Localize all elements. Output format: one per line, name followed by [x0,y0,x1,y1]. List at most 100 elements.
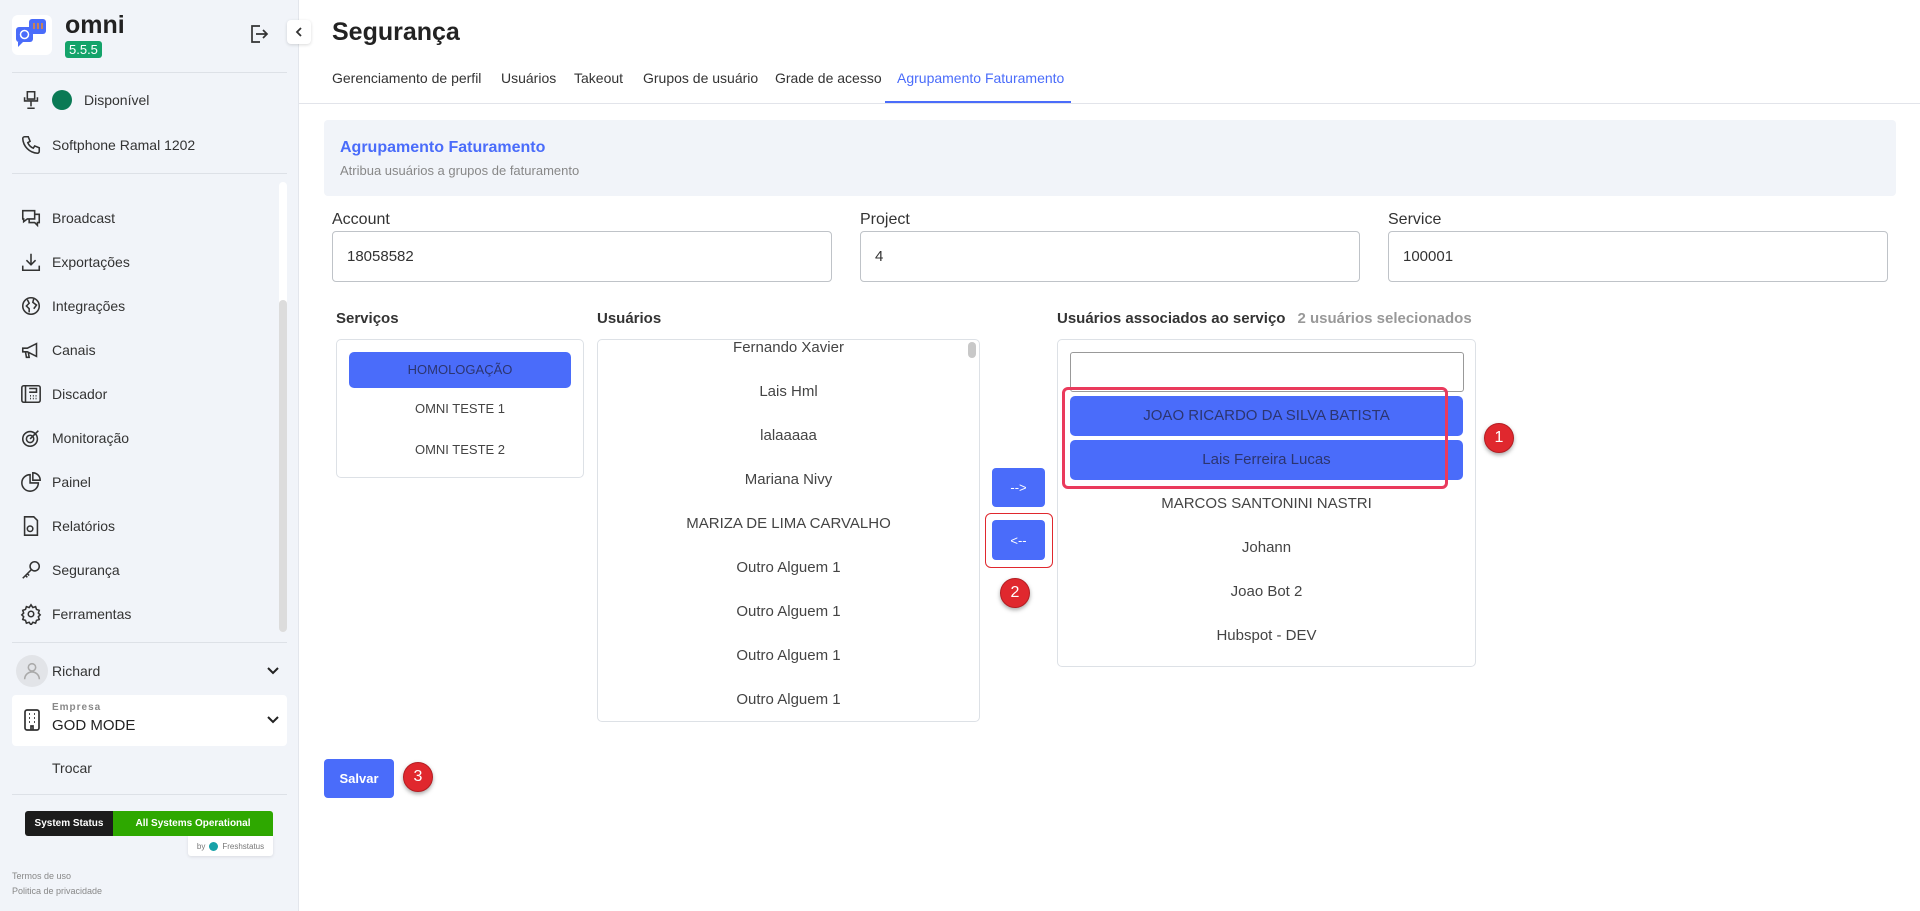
section-header: Agrupamento Faturamento Atribua usuários… [324,120,1896,196]
pie-chart-icon [21,472,41,492]
gear-icon [20,603,42,625]
sidebar-item-canais[interactable]: Canais [20,335,96,365]
building-icon [24,709,40,731]
system-status-widget[interactable]: System Status All Systems Operational [25,811,273,836]
tab-4[interactable]: Grade de acesso [775,70,882,86]
sidebar-item-integracoes[interactable]: Integrações [20,291,125,321]
services-label: Serviços [336,310,399,327]
save-button[interactable]: Salvar [324,759,394,798]
associated-user-item[interactable]: Joao Bot 2 [1230,583,1303,600]
company-caption: Empresa [52,702,102,713]
project-input[interactable] [860,231,1360,282]
sidebar-item-exportacoes[interactable]: Exportações [20,247,130,277]
project-label: Project [860,211,910,228]
logout-icon[interactable] [246,22,270,46]
move-right-button[interactable]: --> [992,468,1045,507]
highlight-box [1062,387,1448,489]
tab-2[interactable]: Takeout [574,70,624,86]
service-item[interactable]: OMNI TESTE 1 [414,401,506,416]
chevron-down-icon[interactable] [266,713,280,727]
tab-3[interactable]: Grupos de usuário [643,70,759,86]
associated-label: Usuários associados ao serviço [1057,310,1286,327]
scrollbar-thumb[interactable] [279,300,287,632]
sidebar-item-seguranca[interactable]: Segurança [20,555,120,585]
section-title: Agrupamento Faturamento [340,139,546,156]
softphone-label: Softphone Ramal 1202 [52,137,196,153]
associated-user-item[interactable]: MARCOS SANTONINI NASTRI [1161,495,1372,512]
company-selector[interactable]: Empresa GOD MODE [12,695,287,746]
user-item[interactable]: Outro Alguem 1 [736,691,841,708]
switch-company-link[interactable]: Trocar [52,760,92,776]
tab-1[interactable]: Usuários [501,70,557,86]
section-subtitle: Atribua usuários a grupos de faturamento [340,163,580,178]
sidebar-scrollbar[interactable] [279,182,287,632]
move-left-button[interactable]: <-- [992,520,1045,560]
user-item[interactable]: lalaaaaa [760,427,817,444]
service-item[interactable]: OMNI TESTE 2 [414,442,506,457]
sidebar-item-ferramentas[interactable]: Ferramentas [20,599,131,629]
sidebar-item-label: Segurança [52,562,120,578]
sidebar-item-label: Painel [52,474,91,490]
sidebar-item-label: Discador [52,386,108,402]
company-name: GOD MODE [52,717,136,734]
terms-link[interactable]: Termos de uso [12,871,72,881]
chair-icon [23,90,39,110]
highlight-box [985,513,1053,568]
phone-icon [21,135,41,155]
user-item[interactable]: Mariana Nivy [744,471,833,488]
user-item[interactable]: Lais Hml [759,383,818,400]
sidebar-item-label: Monitoração [52,430,130,446]
service-label: Service [1388,211,1442,228]
sidebar-item-broadcast[interactable]: Broadcast [20,203,115,233]
privacy-link[interactable]: Politica de privacidade [12,886,103,896]
system-status-label: System Status [25,811,113,836]
app-logo [12,15,52,55]
availability-status[interactable]: Disponível [20,85,149,115]
softphone-item[interactable]: Softphone Ramal 1202 [20,130,195,160]
annotation-marker: 2 [1000,578,1030,608]
user-item[interactable]: Fernando Xavier [733,339,844,356]
desk-phone-icon [21,384,41,404]
divider [12,794,287,795]
freshstatus-logo-icon [209,841,219,851]
account-input[interactable] [332,231,832,282]
associated-search-input[interactable] [1070,352,1464,392]
status-label: Disponível [84,92,150,108]
user-item[interactable]: Outro Alguem 1 [736,559,841,576]
key-icon [22,560,41,579]
chevron-down-icon[interactable] [266,664,280,678]
user-menu[interactable]: Richard [16,655,100,687]
sidebar-item-label: Integrações [52,298,126,314]
service-input[interactable] [1388,231,1888,282]
target-icon [21,430,39,448]
sidebar-item-discador[interactable]: Discador [20,379,107,409]
tabs-divider [299,103,1920,104]
selected-user-item[interactable]: Lais Ferreira Lucas [1070,440,1463,480]
selected-user-item[interactable]: JOAO RICARDO DA SILVA BATISTA [1070,396,1463,436]
tab-5[interactable]: Agrupamento Faturamento [897,70,1065,86]
associated-users-list: JOAO RICARDO DA SILVA BATISTA Lais Ferrei… [1057,339,1476,667]
freshstatus-credit: by Freshstatus [188,836,273,856]
sidebar-item-label: Ferramentas [52,606,132,622]
divider [12,72,287,73]
sidebar-item-label: Canais [52,342,96,358]
selected-count: 2 usuários selecionados [1297,310,1472,327]
tab-0[interactable]: Gerenciamento de perfil [332,70,482,86]
associated-user-item[interactable]: Johann [1241,539,1292,556]
sidebar-item-monitoracao[interactable]: Monitoração [20,423,129,453]
users-list: Fernando Xavier Lais Hml lalaaaaa Mariana N… [597,339,980,722]
sidebar-item-painel[interactable]: Painel [20,467,91,497]
associated-user-item[interactable]: Hubspot - DEV [1216,627,1317,644]
services-list: HOMOLOGAÇÃO OMNI TESTE 1 OMNI TESTE 2 [336,339,584,478]
system-status-value: All Systems Operational [113,811,273,836]
users-list-scrollbar[interactable] [968,342,976,358]
collapse-sidebar-button[interactable] [287,20,311,44]
user-item[interactable]: Outro Alguem 1 [736,603,841,620]
user-item[interactable]: Outro Alguem 1 [736,647,841,664]
sidebar-item-relatorios[interactable]: Relatórios [20,511,115,541]
service-item[interactable]: HOMOLOGAÇÃO [349,352,571,388]
sidebar-item-label: Broadcast [52,210,116,226]
divider [12,173,287,174]
active-tab-indicator [885,101,1071,103]
user-item[interactable]: MARIZA DE LIMA CARVALHO [686,515,891,532]
